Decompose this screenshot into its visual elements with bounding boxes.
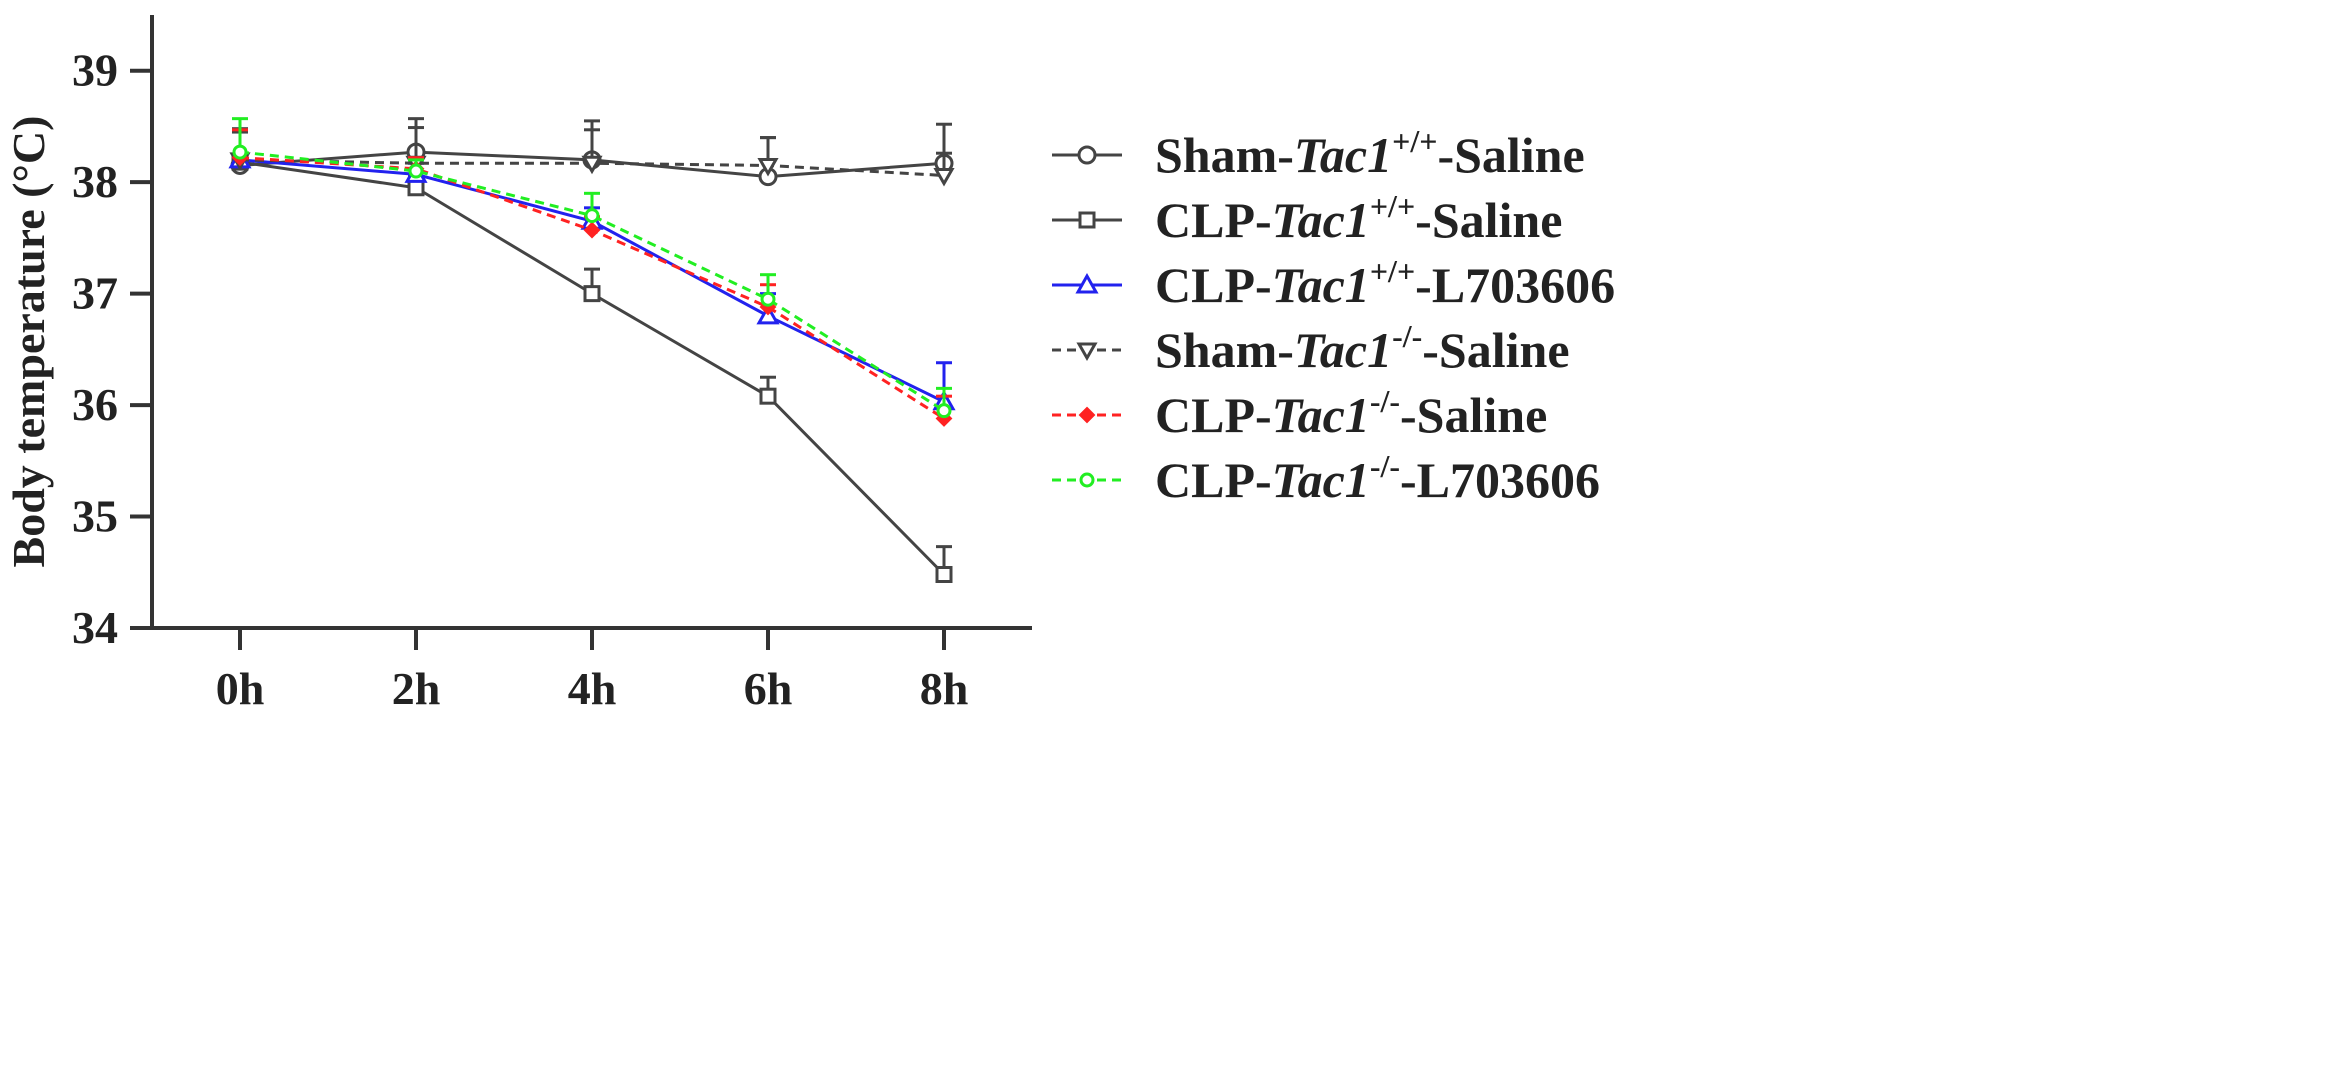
data-point	[760, 291, 776, 307]
series	[228, 117, 956, 584]
data-point	[757, 157, 779, 177]
y-tick-label: 37	[72, 268, 118, 319]
x-tick-label: 8h	[920, 663, 969, 714]
y-tick-label: 38	[72, 156, 118, 207]
y-tick-label: 34	[72, 602, 118, 653]
axes: 34 35 36 37 38 39 0h 2h 4h 6h 8h Body temperature (…	[3, 15, 1032, 714]
data-point	[936, 403, 952, 419]
legend-marker	[1075, 272, 1099, 294]
series-4	[229, 126, 955, 187]
x-tick-label: 2h	[392, 663, 441, 714]
legend-entry: CLP-Tac1-/--L703606	[1052, 448, 1600, 508]
data-point	[408, 163, 424, 179]
legend-entry: Sham-Tac1+/+-Saline	[1052, 123, 1585, 183]
data-point	[581, 155, 603, 175]
legend: Sham-Tac1+/+-SalineCLP-Tac1+/+-SalineCLP…	[1052, 123, 1615, 508]
data-point	[759, 387, 777, 405]
legend-label: Sham-Tac1-/--Saline	[1155, 318, 1570, 378]
legend-label: Sham-Tac1+/+-Saline	[1155, 123, 1585, 183]
legend-marker	[1078, 211, 1096, 229]
series-line	[239, 150, 945, 412]
legend-entry: Sham-Tac1-/--Saline	[1052, 318, 1570, 378]
y-tick-label: 36	[72, 379, 118, 430]
legend-label: CLP-Tac1+/+-L703606	[1155, 253, 1615, 313]
data-point	[935, 566, 953, 584]
data-point	[933, 167, 955, 187]
legend-marker	[1078, 406, 1096, 424]
legend-marker	[1076, 342, 1098, 362]
legend-entry: CLP-Tac1+/+-L703606	[1052, 253, 1615, 313]
legend-marker	[1079, 472, 1095, 488]
series-6	[232, 117, 952, 419]
legend-marker	[1077, 145, 1097, 165]
legend-label: CLP-Tac1-/--Saline	[1155, 383, 1547, 443]
y-tick-label: 39	[72, 45, 118, 96]
y-tick-label: 35	[72, 491, 118, 542]
data-point	[232, 144, 248, 160]
y-axis-title: Body temperature (°C)	[3, 116, 54, 568]
legend-label: CLP-Tac1+/+-Saline	[1155, 188, 1562, 248]
legend-entry: CLP-Tac1-/--Saline	[1052, 383, 1547, 443]
legend-label: CLP-Tac1-/--L703606	[1155, 448, 1600, 508]
x-tick-label: 6h	[744, 663, 793, 714]
x-tick-label: 4h	[568, 663, 617, 714]
data-point	[583, 221, 601, 239]
x-tick-label: 0h	[216, 663, 265, 714]
data-point	[583, 285, 601, 303]
legend-entry: CLP-Tac1+/+-Saline	[1052, 188, 1562, 248]
data-point	[584, 208, 600, 224]
